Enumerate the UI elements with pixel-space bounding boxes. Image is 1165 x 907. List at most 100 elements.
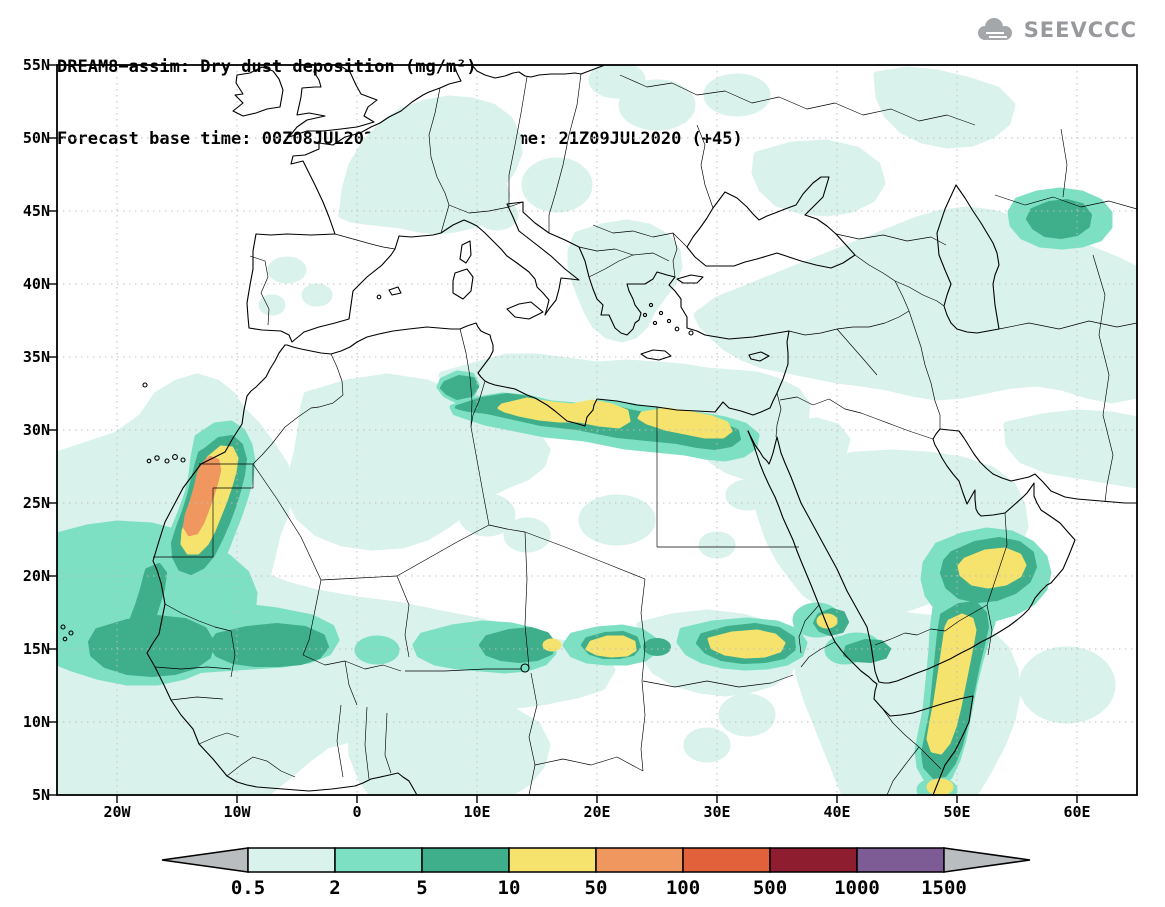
- country-border-path: [170, 696, 224, 701]
- dust-contour: [725, 479, 769, 511]
- island-dot: [172, 454, 178, 460]
- coastline-path: [459, 240, 472, 264]
- country-border-path: [578, 246, 670, 262]
- country-border-path: [164, 603, 236, 678]
- coastline-path: [288, 65, 378, 138]
- colorbar-tick-label: 100: [666, 877, 700, 899]
- coastline-path: [506, 301, 544, 320]
- island-dot: [68, 630, 74, 636]
- dust-contour: [707, 629, 786, 659]
- dust-contour: [208, 623, 329, 667]
- colorbar-svg: 0.5 2 5 10 50 100 500 1000 1500: [161, 847, 1031, 899]
- country-border-path: [252, 463, 322, 581]
- island-dot: [142, 382, 148, 388]
- colorbar-segment: [856, 847, 945, 873]
- country-border-path: [344, 660, 358, 706]
- country-border-path: [775, 392, 782, 438]
- colorbar-tick-label: 1500: [921, 877, 967, 899]
- y-axis-label: 30N: [22, 421, 50, 439]
- colorbar-segment: [421, 847, 510, 873]
- coastline-path: [747, 428, 1137, 684]
- colorbar-left-arrow: [161, 847, 249, 873]
- dust-contour: [683, 727, 731, 763]
- country-borders: [153, 73, 1137, 795]
- map-border: [56, 64, 1138, 796]
- country-border-path: [428, 87, 450, 234]
- island-dot: [658, 310, 664, 316]
- country-border-path: [696, 124, 714, 209]
- country-border-path: [836, 328, 878, 376]
- island-dot: [652, 320, 658, 326]
- x-axis-label: 30E: [703, 803, 731, 821]
- country-border-path: [334, 233, 396, 250]
- x-axis-label: 20E: [583, 803, 611, 821]
- y-axis-label: 15N: [22, 640, 50, 658]
- country-border-path: [364, 706, 370, 780]
- colorbar-tick-label: 50: [585, 877, 608, 899]
- country-border-path: [154, 666, 232, 670]
- island-dot: [60, 624, 66, 630]
- country-border-path: [788, 310, 910, 336]
- country-border-path: [470, 426, 490, 526]
- lake-chad: [520, 663, 530, 673]
- country-border-path: [642, 674, 794, 688]
- x-axis-label: 10W: [223, 803, 251, 821]
- country-border-path: [1060, 128, 1068, 198]
- colorbar-tick-label: 10: [498, 877, 521, 899]
- dust-contour: [643, 638, 671, 656]
- island-dot: [146, 458, 152, 464]
- country-border-path: [835, 233, 947, 246]
- y-axis-label: 20N: [22, 567, 50, 585]
- colorbar-tick-label: 2: [329, 877, 340, 899]
- country-border-path: [994, 194, 1137, 210]
- island-dot: [62, 636, 68, 642]
- colorbar-right-arrow: [943, 847, 1031, 873]
- x-axis-label: 60E: [1063, 803, 1091, 821]
- colorbar-segment: [595, 847, 684, 873]
- coastline-path: [686, 176, 856, 269]
- country-border-path: [508, 76, 528, 207]
- colorbar-segment: [682, 847, 771, 873]
- map-area: [49, 64, 1138, 803]
- country-border-path: [470, 380, 486, 428]
- country-border-path: [800, 641, 836, 668]
- dust-contour: [703, 73, 771, 117]
- country-border-path: [886, 746, 920, 795]
- y-axis-label: 55N: [22, 56, 50, 74]
- country-border-path: [488, 524, 646, 580]
- dust-contour: [873, 66, 1016, 149]
- dust-contour: [567, 219, 683, 343]
- dust-contour: [301, 283, 333, 307]
- dust-contour: [718, 693, 776, 737]
- dust-contour: [637, 407, 733, 439]
- country-border-path: [1092, 254, 1114, 503]
- dust-contour: [479, 627, 556, 663]
- dust-contour: [957, 547, 1027, 589]
- island-dot: [180, 457, 186, 463]
- country-border-path: [548, 73, 582, 233]
- country-border-path: [619, 74, 976, 126]
- coastline-path: [388, 286, 402, 296]
- country-border-path: [779, 396, 934, 440]
- country-border-path: [153, 464, 254, 558]
- island-dot: [666, 318, 672, 324]
- country-border-path: [524, 531, 530, 668]
- island-dot: [164, 458, 170, 464]
- country-border-path: [249, 255, 270, 326]
- x-axis-label: 50E: [943, 803, 971, 821]
- x-axis-label: 10E: [463, 803, 491, 821]
- y-axis-label: 25N: [22, 494, 50, 512]
- y-axis-label: 5N: [31, 786, 50, 804]
- country-border-path: [336, 704, 344, 778]
- dust-contour: [585, 635, 637, 658]
- country-border-path: [640, 578, 646, 772]
- dust-contour: [267, 256, 307, 284]
- y-axis-label: 35N: [22, 348, 50, 366]
- colorbar-tick-label: 1000: [834, 877, 880, 899]
- x-axis-label: 0: [352, 803, 362, 821]
- country-border-path: [894, 280, 910, 312]
- coastline-path: [452, 268, 474, 300]
- coastline-path: [471, 65, 606, 79]
- dust-contour: [751, 139, 886, 217]
